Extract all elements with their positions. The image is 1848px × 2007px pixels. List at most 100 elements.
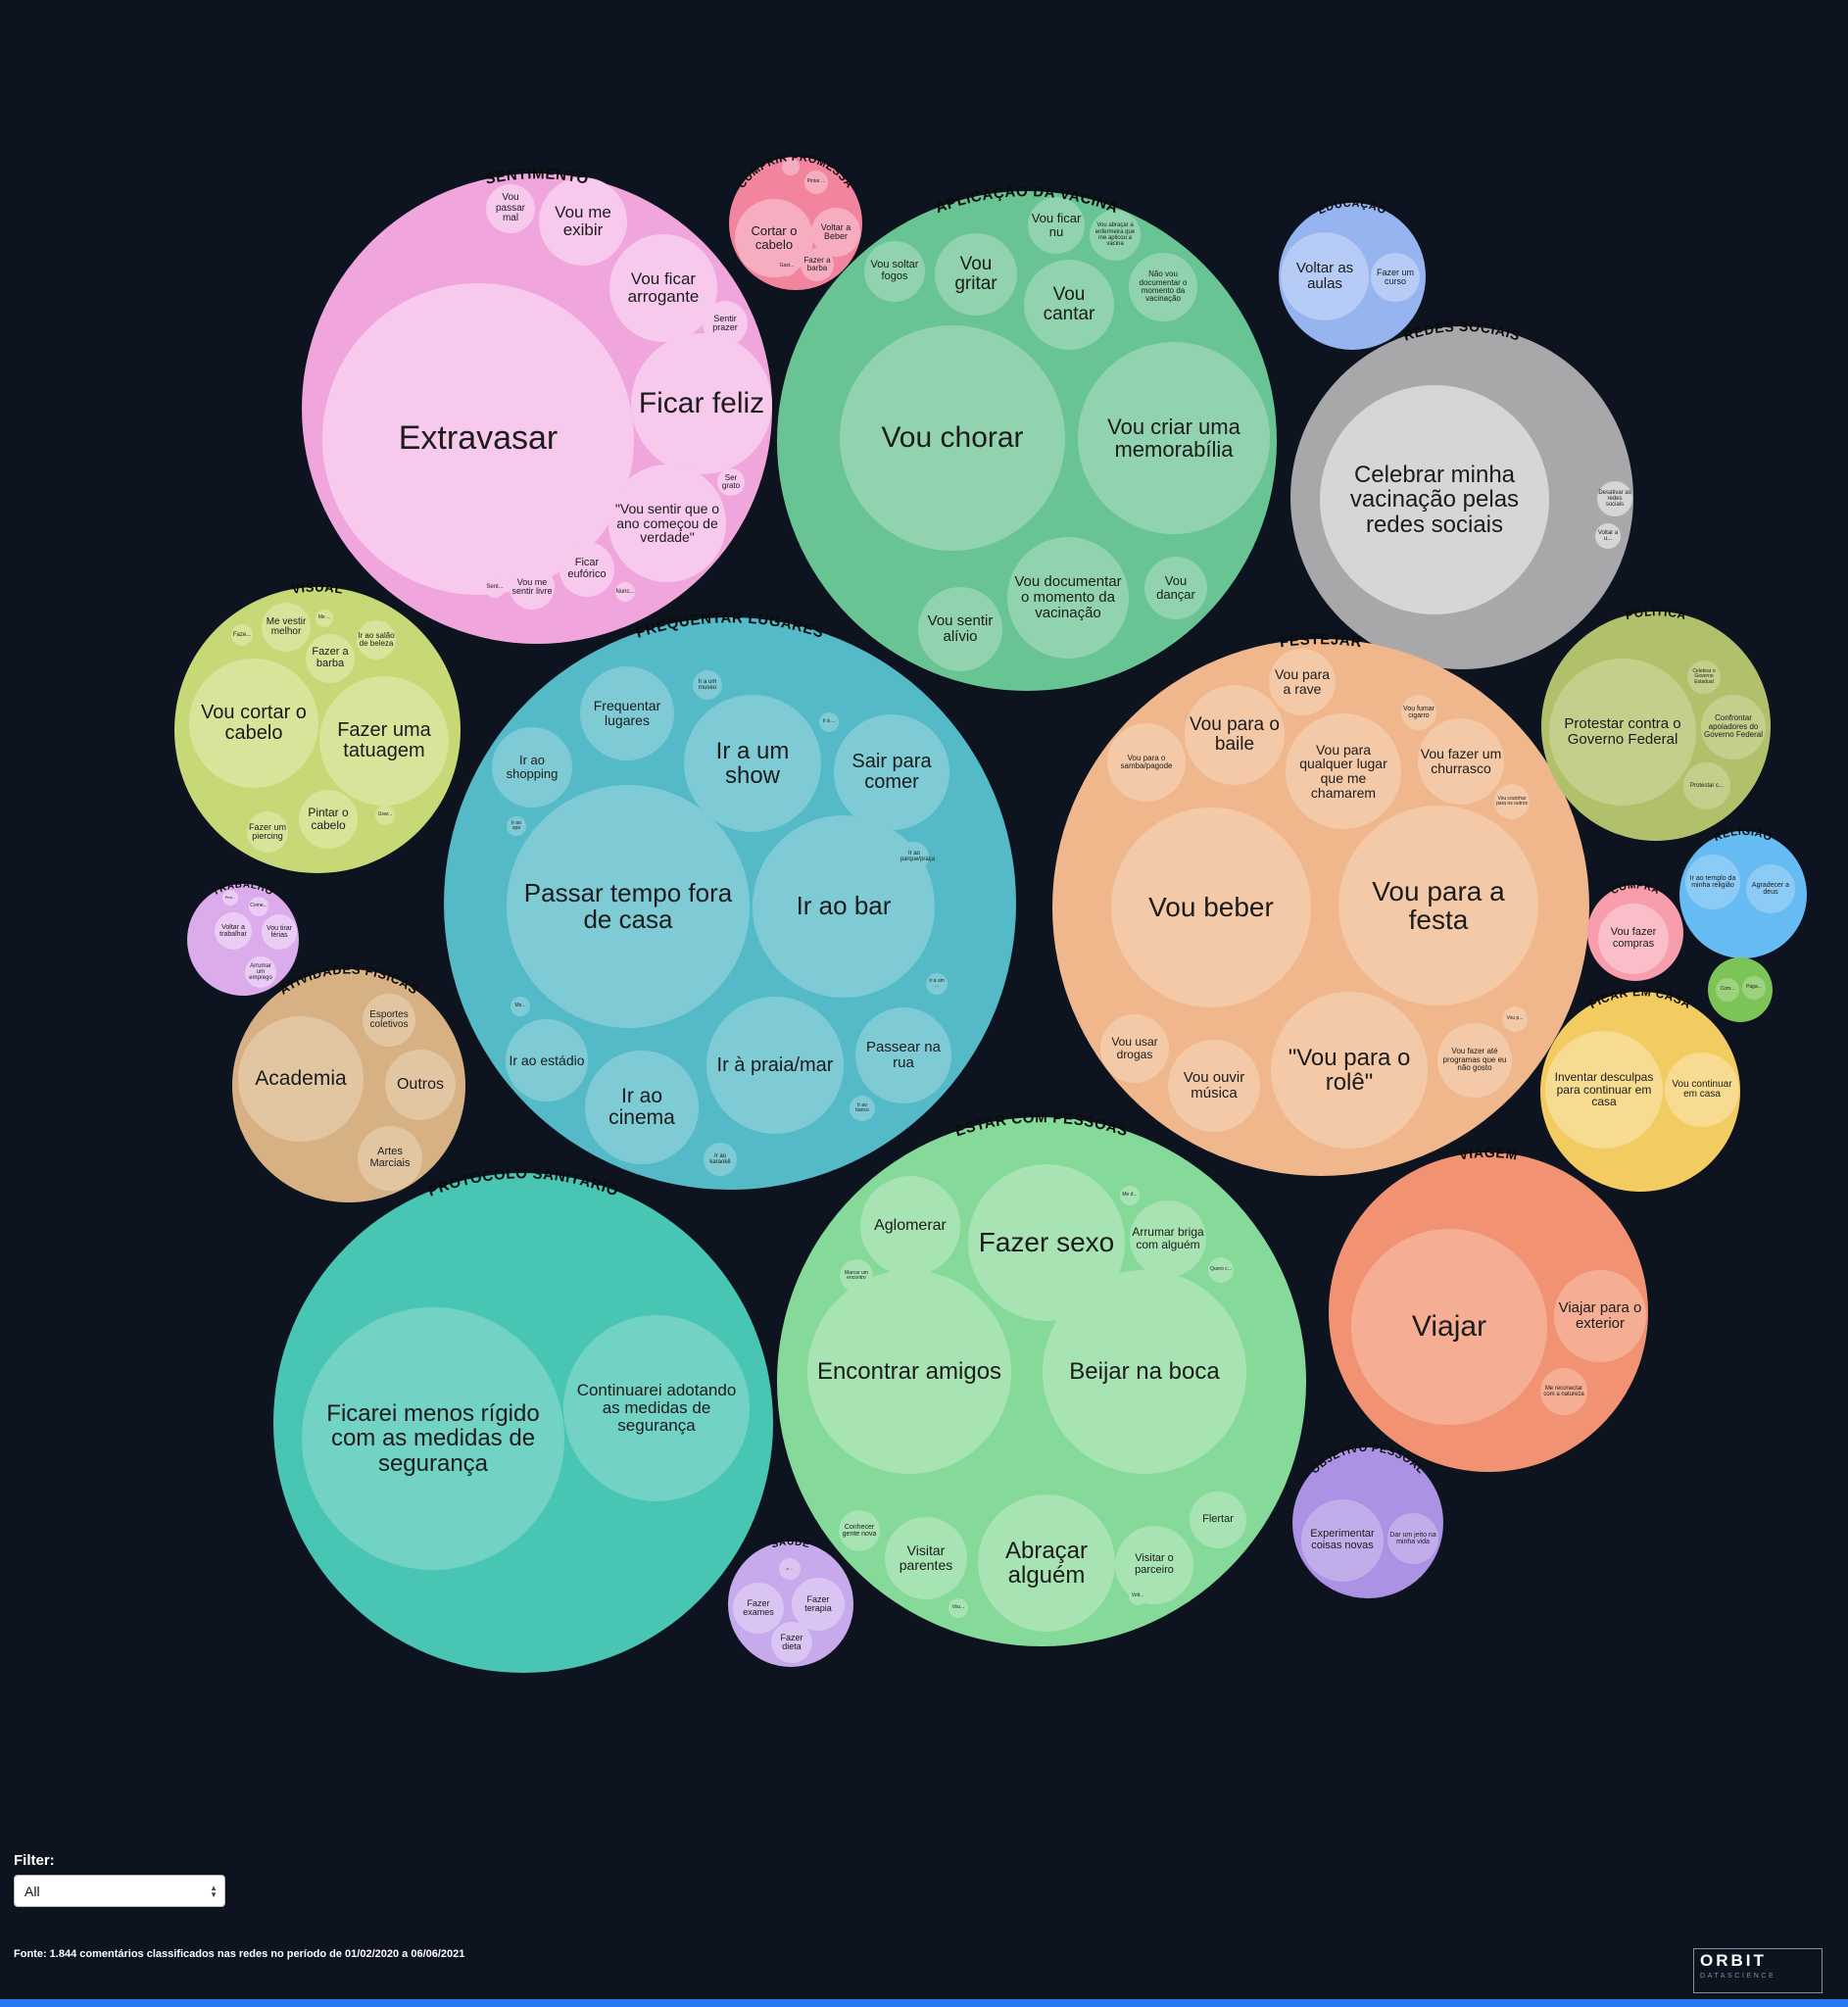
bubble-vou-gritar[interactable]: Vou gritar bbox=[935, 233, 1017, 316]
bubble-vou-soltar-fogos[interactable]: Vou soltar fogos bbox=[864, 241, 925, 302]
bubble-vou-fazer-ate-programas-que-eu-nao-gosto[interactable]: Vou fazer até programas que eu não gosto bbox=[1437, 1023, 1512, 1098]
bubble-vou-fazer-um-churrasco[interactable]: Vou fazer um churrasco bbox=[1418, 718, 1504, 805]
bubble-artes-marciais[interactable]: Artes Marciais bbox=[358, 1126, 422, 1191]
bubble-vou-chorar[interactable]: Vou chorar bbox=[840, 325, 1065, 551]
bubble-vou-beber[interactable]: Vou beber bbox=[1111, 808, 1311, 1007]
bubble-vou-ficar-nu[interactable]: Vou ficar nu bbox=[1028, 197, 1085, 254]
bubble-nao-vou-documentar-o-momento-da-vacinacao[interactable]: Não vou documentar o momento da vacinaçã… bbox=[1129, 253, 1197, 321]
bubble-vou[interactable]: Vou... bbox=[948, 1598, 968, 1618]
bubble-confrontar-apoiadores-do-governo-federal[interactable]: Confrontar apoiadores do Governo Federal bbox=[1701, 695, 1766, 759]
bubble-abracar-alguem[interactable]: Abraçar alguém bbox=[978, 1494, 1115, 1632]
bubble-continuarei-adotando-as-medidas-de-seguranca[interactable]: Continuarei adotando as medidas de segur… bbox=[563, 1315, 750, 1501]
bubble-fazer-dieta[interactable]: Fazer dieta bbox=[771, 1622, 812, 1663]
bubble-vou-fumar-cigarro[interactable]: Vou fumar cigarro bbox=[1401, 695, 1436, 730]
bubble-vou-cortar-o-cabelo[interactable]: Vou cortar o cabelo bbox=[189, 659, 318, 788]
bubble-vou-p[interactable]: Vou p... bbox=[1502, 1006, 1528, 1032]
bubble-me-reconectar-com-a-natureza[interactable]: Me reconectar com a natureza bbox=[1540, 1368, 1587, 1415]
bubble-fazer-um-piercing[interactable]: Fazer um piercing bbox=[247, 811, 288, 853]
bubble-passear-na-rua[interactable]: Passear na rua bbox=[855, 1007, 951, 1103]
bubble-paga[interactable]: Paga... bbox=[1742, 976, 1766, 1000]
bubble-visitar-o-parceiro[interactable]: Visitar o parceiro bbox=[1115, 1526, 1193, 1604]
bubble-inventar-desculpas-para-continuar-em-casa[interactable]: Inventar desculpas para continuar em cas… bbox=[1545, 1031, 1663, 1149]
bubble-beijar-na-boca[interactable]: Beijar na boca bbox=[1043, 1270, 1246, 1474]
bubble-ir-a-um[interactable]: Ir a um ... bbox=[926, 973, 948, 995]
bubble-voltar-a-trabalhar[interactable]: Voltar a trabalhar bbox=[215, 912, 252, 950]
bubble-ser-grato[interactable]: Ser grato bbox=[717, 468, 745, 496]
bubble-fazer-terapia[interactable]: Fazer terapia bbox=[792, 1578, 845, 1631]
bubble-passar-tempo-fora-de-casa[interactable]: Passar tempo fora de casa bbox=[507, 785, 750, 1028]
bubble-ir-a-um-show[interactable]: Ir a um show bbox=[684, 695, 821, 832]
bubble-ir-ao-shopping[interactable]: Ir ao shopping bbox=[492, 727, 572, 808]
bubble-com[interactable]: Com... bbox=[1716, 978, 1739, 1002]
bubble-arrumar-briga-com-alguem[interactable]: Arrumar briga com alguém bbox=[1130, 1200, 1206, 1277]
bubble-come[interactable]: Come... bbox=[249, 897, 268, 916]
bubble-ir-ao-spa[interactable]: Ir ao spa bbox=[507, 816, 526, 836]
bubble-fazer-um-curso[interactable]: Fazer um curso bbox=[1371, 253, 1420, 302]
bubble-me[interactable]: Me ... bbox=[316, 610, 333, 627]
bubble-quero-c[interactable]: Quero c... bbox=[1208, 1257, 1234, 1283]
bubble-celebrar-o-governo-estadual[interactable]: Celebrar o Governo Estadual bbox=[1687, 661, 1721, 694]
bubble-fazer-exames[interactable]: Fazer exames bbox=[733, 1583, 784, 1634]
bubble-vou-para-o-role[interactable]: "Vou para o rolê" bbox=[1271, 992, 1428, 1149]
bubble-ficarei-menos-rigido-com-as-medidas-de-seguranca[interactable]: Ficarei menos rígido com as medidas de s… bbox=[302, 1307, 564, 1570]
bubble-ped[interactable]: Ped... bbox=[222, 890, 238, 906]
bubble-ir[interactable]: Ir ... bbox=[779, 1558, 801, 1580]
bubble-ir-a-um-museu[interactable]: Ir a um museu bbox=[693, 670, 722, 700]
bubble-vou-criar-uma-memorabilia[interactable]: Vou criar uma memorabília bbox=[1078, 342, 1270, 534]
bubble-vou-sentir-alivio[interactable]: Vou sentir alívio bbox=[918, 587, 1002, 671]
bubble-vou-para-o-baile[interactable]: Vou para o baile bbox=[1185, 685, 1285, 785]
bubble-vou-tirar-ferias[interactable]: Vou tirar férias bbox=[262, 914, 297, 950]
bubble-ir-ao-cinema[interactable]: Ir ao cinema bbox=[585, 1051, 699, 1164]
bubble-ir-ao-salao-de-beleza[interactable]: Ir ao salão de beleza bbox=[357, 620, 396, 660]
bubble-vou-continuar-em-casa[interactable]: Vou continuar em casa bbox=[1665, 1052, 1739, 1127]
bubble-sair-para-comer[interactable]: Sair para comer bbox=[834, 714, 949, 830]
bubble-gast[interactable]: Gast... bbox=[777, 257, 797, 276]
bubble-experimentar-coisas-novas[interactable]: Experimentar coisas novas bbox=[1301, 1499, 1384, 1582]
bubble-vou-me-sentir-livre[interactable]: Vou me sentir livre bbox=[510, 564, 555, 610]
bubble-vou-documentar-o-momento-da-vacinacao[interactable]: Vou documentar o momento da vacinação bbox=[1007, 537, 1129, 659]
bubble-ir-ao-karaoke[interactable]: Ir ao karaokê bbox=[704, 1143, 737, 1176]
bubble-nunc[interactable]: Nunc... bbox=[615, 582, 635, 602]
bubble-fazer-uma-tatuagem[interactable]: Fazer uma tatuagem bbox=[319, 676, 449, 806]
bubble-aglomerar[interactable]: Aglomerar bbox=[860, 1176, 960, 1276]
bubble-academia[interactable]: Academia bbox=[238, 1016, 364, 1142]
bubble-me[interactable]: Me... bbox=[511, 997, 530, 1016]
bubble-viajar[interactable]: Viajar bbox=[1351, 1229, 1547, 1425]
bubble-frequentar-lugares[interactable]: Frequentar lugares bbox=[580, 666, 674, 760]
bubble-faze[interactable]: Faze... bbox=[231, 624, 253, 646]
bubble-ir-ao-banco[interactable]: Ir ao banco bbox=[850, 1096, 875, 1121]
bubble-me-d[interactable]: Me d... bbox=[1120, 1186, 1140, 1205]
bubble-ir-ao-estadio[interactable]: Ir ao estádio bbox=[506, 1019, 588, 1101]
bubble-protestar-c[interactable]: Protestar c... bbox=[1683, 762, 1730, 809]
bubble-ir-ao-templo-da-minha-religiao[interactable]: Ir ao templo da minha religião bbox=[1685, 855, 1740, 909]
bubble-vou-abracar-a-enfermeira-que-me-aplicou-a-vacina[interactable]: Vou abraçar a enfermeira que me aplicou … bbox=[1090, 210, 1141, 261]
bubble-encontrar-amigos[interactable]: Encontrar amigos bbox=[807, 1270, 1011, 1474]
bubble-outros[interactable]: Outros bbox=[385, 1050, 456, 1120]
bubble-vou-sentir-que-o-ano-comecou-de-verdade[interactable]: "Vou sentir que o ano começou de verdade… bbox=[608, 465, 726, 582]
bubble-fazer-a-barba[interactable]: Fazer a barba bbox=[801, 248, 834, 281]
bubble-vou-para-a-festa[interactable]: Vou para a festa bbox=[1338, 806, 1538, 1005]
bubble-vou-dancar[interactable]: Vou dançar bbox=[1144, 557, 1207, 619]
bubble-vou-cantar[interactable]: Vou cantar bbox=[1024, 260, 1114, 350]
bubble-viajar-para-o-exterior[interactable]: Viajar para o exterior bbox=[1554, 1270, 1646, 1362]
bubble-sentir-prazer[interactable]: Sentir prazer bbox=[703, 301, 748, 346]
filter-select[interactable]: All ▲ ▼ bbox=[14, 1875, 225, 1907]
bubble-cortar-o-cabelo[interactable]: Cortar o cabelo bbox=[735, 199, 813, 277]
bubble-vou-passar-mal[interactable]: Vou passar mal bbox=[486, 184, 535, 233]
bubble-vou-ficar-arrogante[interactable]: Vou ficar arrogante bbox=[609, 234, 717, 342]
bubble-visitar-parentes[interactable]: Visitar parentes bbox=[885, 1517, 967, 1599]
bubble-flertar[interactable]: Flertar bbox=[1190, 1492, 1246, 1548]
bubble-pintar-o-cabelo[interactable]: Pintar o cabelo bbox=[299, 790, 358, 849]
bubble-vou-para-o-samba-pagode[interactable]: Vou para o samba/pagode bbox=[1107, 723, 1186, 802]
bubble-arrumar-um-emprego[interactable]: Arrumar um emprego bbox=[245, 956, 276, 988]
bubble-usar[interactable]: Usar... bbox=[375, 806, 395, 825]
bubble-vou-usar-drogas[interactable]: Vou usar drogas bbox=[1100, 1014, 1169, 1083]
bubble-ir-ao-parque-praca[interactable]: Ir ao parque/praça bbox=[900, 842, 935, 871]
bubble-vou-ouvir-musica[interactable]: Vou ouvir música bbox=[1168, 1040, 1260, 1132]
bubble-vou-fazer-compras[interactable]: Vou fazer compras bbox=[1598, 904, 1669, 974]
bubble-protestar-contra-o-governo-federal[interactable]: Protestar contra o Governo Federal bbox=[1549, 659, 1696, 806]
bubble-vou-me-exibir[interactable]: Vou me exibir bbox=[539, 177, 627, 266]
bubble-pintar[interactable]: Pintar ... bbox=[804, 171, 828, 194]
bubble-vou-para-qualquer-lugar-que-me-chamarem[interactable]: Vou para qualquer lugar que me chamarem bbox=[1286, 713, 1401, 829]
bubble-ficar-euforico[interactable]: Ficar eufórico bbox=[559, 542, 614, 597]
